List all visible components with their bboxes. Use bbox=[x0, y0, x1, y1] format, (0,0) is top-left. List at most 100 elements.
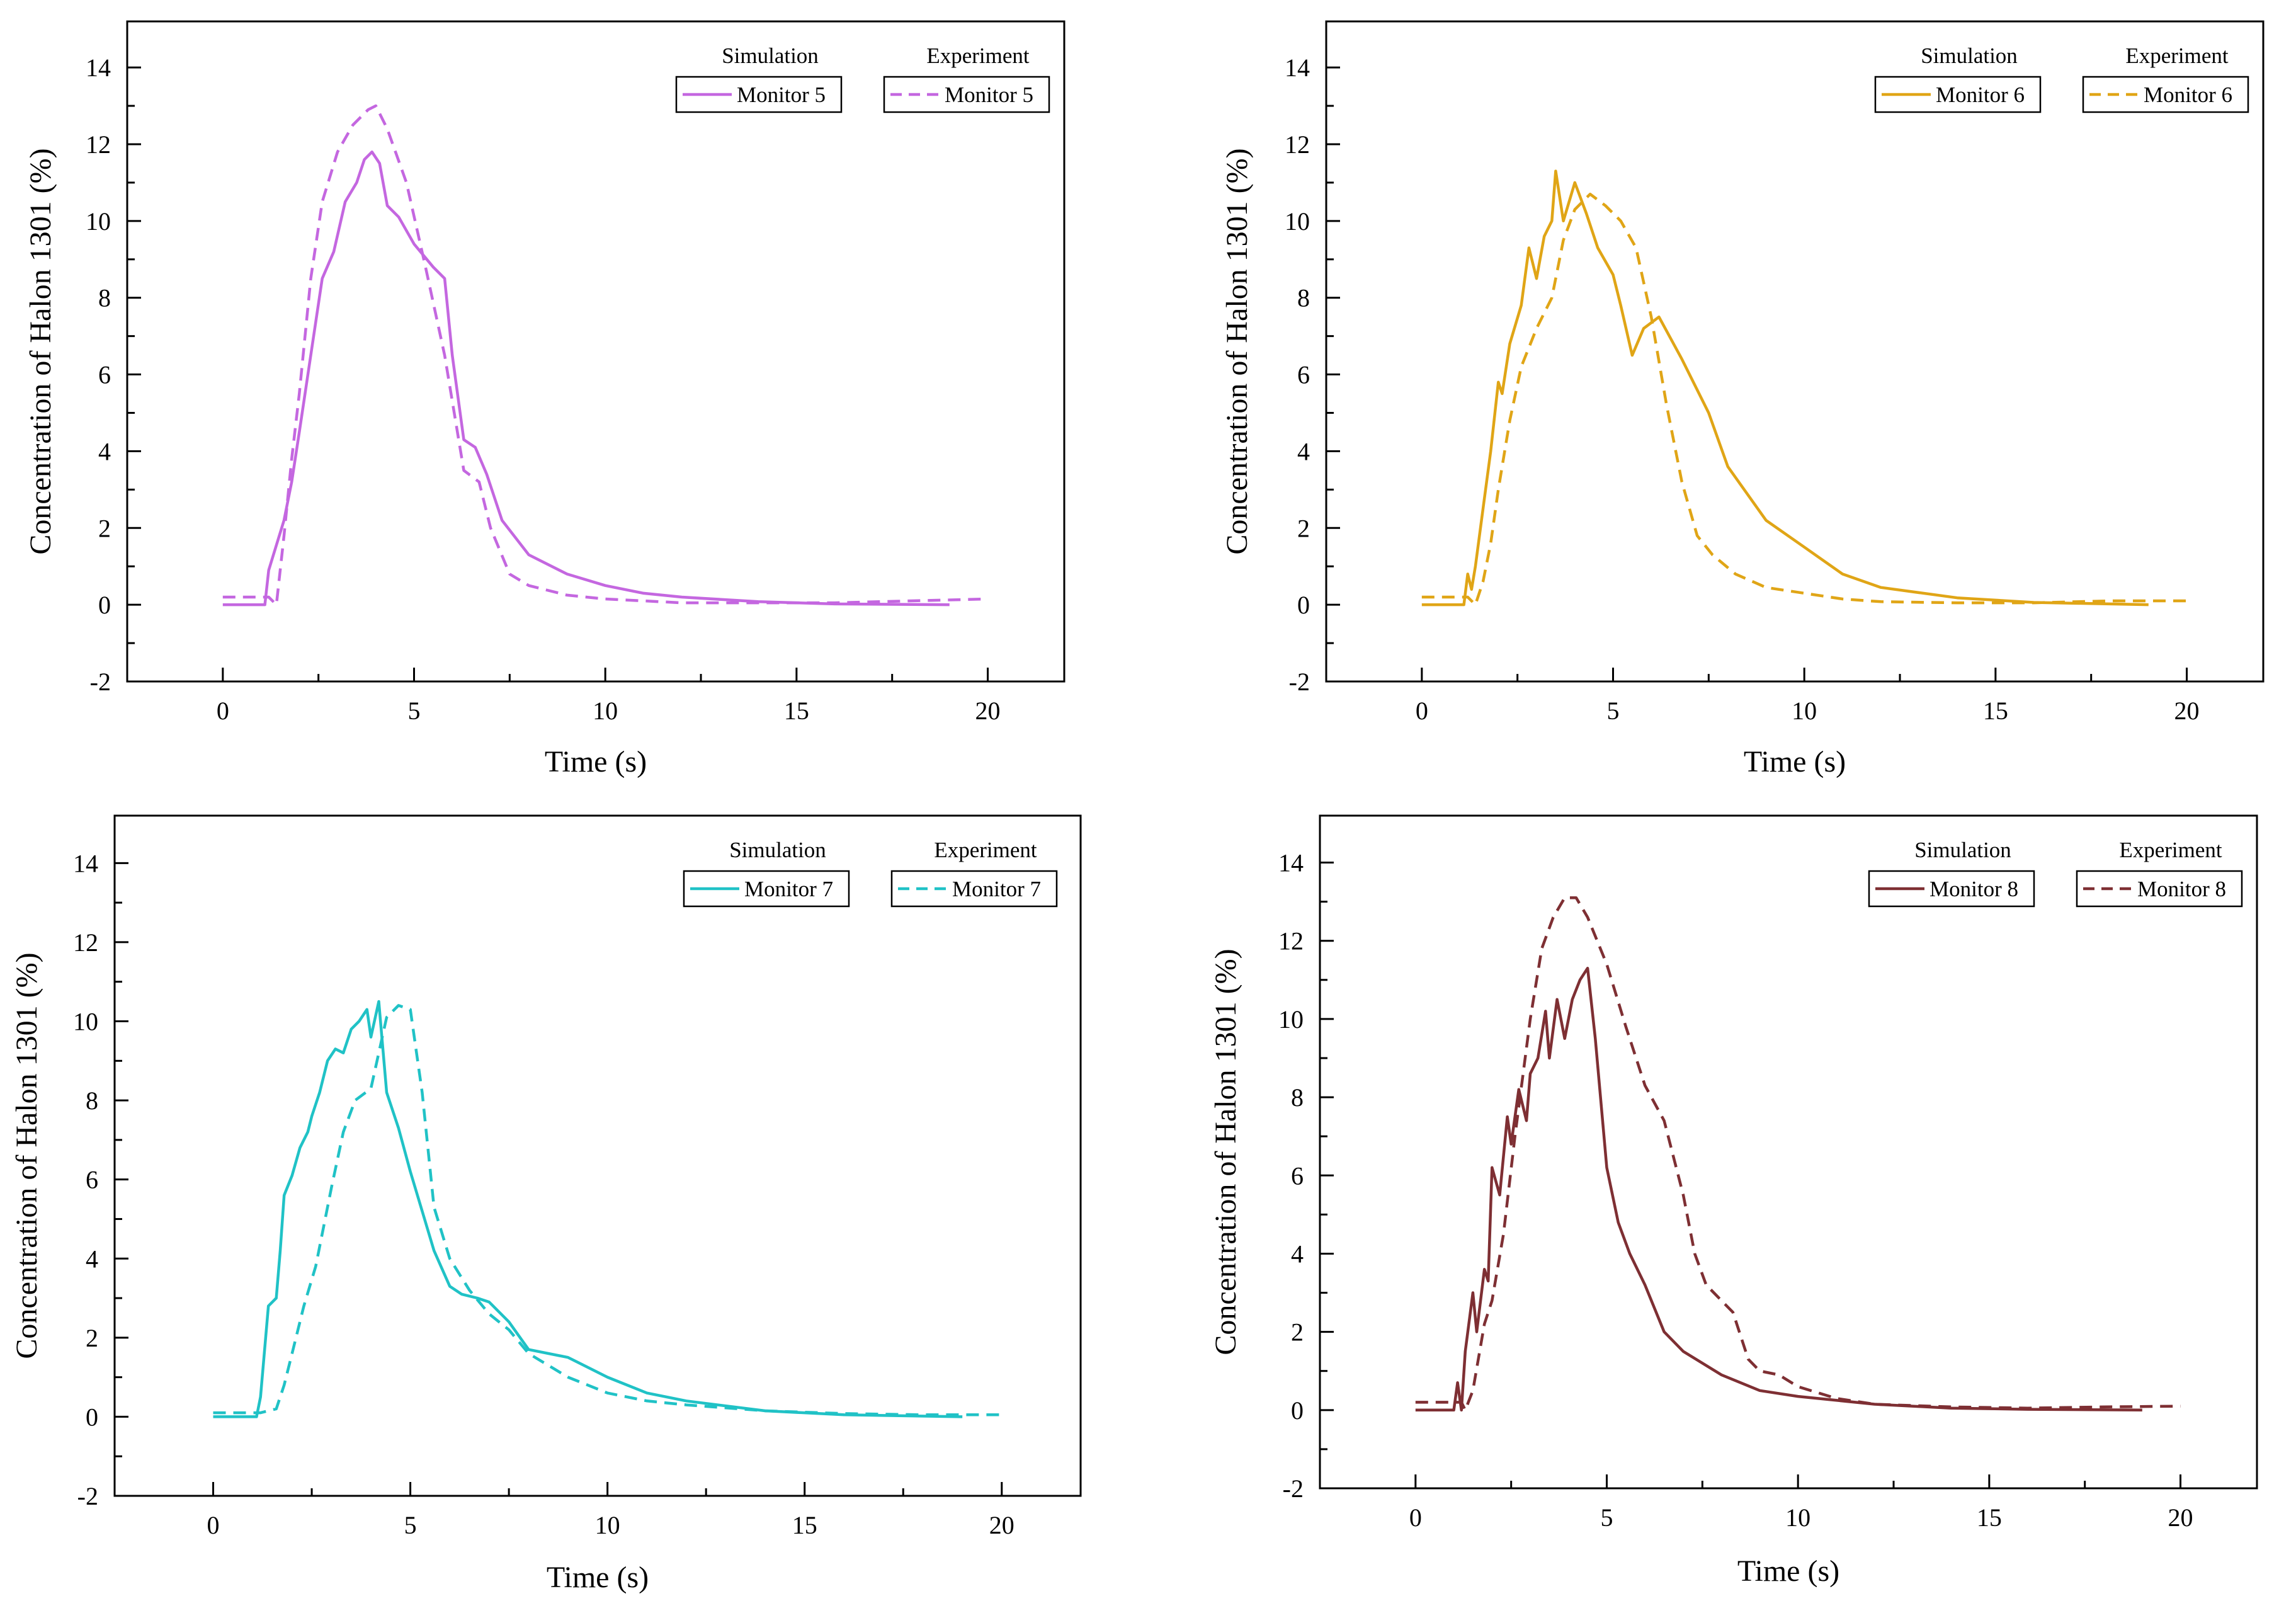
y-tick-label: -2 bbox=[1289, 668, 1310, 696]
plot-panel-2: 0 5 10 15 20 -2 0 2 4 6 8 10 12 14 Time (s) Concentrati… bbox=[1220, 20, 2265, 778]
y-tick-label: 8 bbox=[1291, 1083, 1304, 1112]
x-axis-title: Time (s) bbox=[1744, 745, 1846, 778]
legend-label: Monitor 5 bbox=[737, 83, 826, 107]
x-tick-label: 15 bbox=[784, 697, 809, 725]
y-tick-label: 4 bbox=[98, 437, 111, 465]
legend-box bbox=[883, 76, 1050, 113]
series-line-simulation-monitor-8 bbox=[1415, 966, 2142, 1412]
series-line-experiment-monitor-6 bbox=[1421, 192, 2187, 607]
series-line-simulation-monitor-5 bbox=[222, 150, 950, 607]
legend-simulation: Simulation Monitor 7 bbox=[683, 838, 850, 908]
x-tick-label: 10 bbox=[1792, 697, 1817, 725]
legend-header: Experiment bbox=[934, 838, 1037, 862]
plot-frame bbox=[1319, 814, 2258, 1490]
x-axis-title: Time (s) bbox=[545, 745, 647, 778]
x-tick-label: 20 bbox=[975, 697, 1001, 725]
y-tick-label: 12 bbox=[73, 928, 98, 957]
y-tick-label: 10 bbox=[1278, 1005, 1304, 1034]
x-tick-label: 0 bbox=[1409, 1503, 1422, 1532]
x-tick-label: 10 bbox=[593, 697, 618, 725]
plot-panel-4: 0 5 10 15 20 -2 0 2 4 6 8 10 12 14 Time (s) Concentrati… bbox=[1209, 814, 2258, 1588]
legend-simulation: Simulation Monitor 8 bbox=[1868, 838, 2035, 908]
legend-label: Monitor 5 bbox=[945, 83, 1033, 107]
legend-experiment: Experiment Monitor 7 bbox=[890, 838, 1058, 908]
y-tick-label: 4 bbox=[1297, 437, 1310, 465]
y-tick-label: 10 bbox=[1285, 207, 1310, 236]
y-tick-label: 12 bbox=[86, 130, 111, 159]
plot-panel-3: 0 5 10 15 20 -2 0 2 4 6 8 10 12 14 Time (s) Concentrati… bbox=[10, 814, 1082, 1594]
legend-label: Monitor 8 bbox=[2137, 877, 2226, 901]
legend-header: Simulation bbox=[1921, 43, 2018, 68]
legend-experiment: Experiment Monitor 8 bbox=[2076, 838, 2243, 908]
plot-frame bbox=[113, 814, 1082, 1497]
y-tick-label: 14 bbox=[73, 849, 98, 877]
x-tick-label: 0 bbox=[217, 697, 229, 725]
legend-header: Experiment bbox=[926, 43, 1030, 68]
y-axis-title: Concentration of Halon 1301 (%) bbox=[1220, 148, 1254, 554]
y-tick-label: 8 bbox=[1297, 284, 1310, 312]
plot-frame bbox=[1325, 20, 2265, 683]
x-tick-label: 20 bbox=[2174, 697, 2200, 725]
legend-header: Simulation bbox=[722, 43, 819, 68]
y-tick-label: 0 bbox=[86, 1403, 98, 1431]
y-tick-label: 2 bbox=[1297, 514, 1310, 542]
x-tick-label: 5 bbox=[408, 697, 421, 725]
y-tick-label: 8 bbox=[86, 1086, 98, 1115]
legend-simulation: Simulation Monitor 6 bbox=[1874, 43, 2042, 113]
plot-frame bbox=[126, 20, 1066, 683]
x-tick-label: 0 bbox=[1416, 697, 1428, 725]
legend-label: Monitor 8 bbox=[1929, 877, 2018, 901]
legend-experiment: Experiment Monitor 5 bbox=[883, 43, 1050, 113]
legend-label: Monitor 6 bbox=[1936, 83, 2025, 107]
legend-label: Monitor 6 bbox=[2144, 83, 2232, 107]
legend-header: Experiment bbox=[2119, 838, 2222, 862]
legend-header: Simulation bbox=[1914, 838, 2011, 862]
y-axis-title: Concentration of Halon 1301 (%) bbox=[24, 148, 57, 554]
x-tick-label: 5 bbox=[1607, 697, 1620, 725]
legend-label: Monitor 7 bbox=[744, 877, 833, 901]
x-tick-label: 20 bbox=[2168, 1503, 2193, 1532]
y-tick-label: -2 bbox=[90, 668, 111, 696]
y-tick-label: 10 bbox=[86, 207, 111, 236]
legend-label: Monitor 7 bbox=[952, 877, 1041, 901]
x-tick-label: 10 bbox=[1785, 1503, 1810, 1532]
y-tick-label: -2 bbox=[77, 1482, 98, 1510]
y-tick-label: 6 bbox=[86, 1166, 98, 1194]
x-tick-label: 20 bbox=[989, 1511, 1014, 1539]
y-tick-label: 0 bbox=[98, 591, 111, 619]
series-line-simulation-monitor-7 bbox=[213, 1000, 963, 1418]
x-tick-label: 15 bbox=[792, 1511, 817, 1539]
legend-header: Experiment bbox=[2125, 43, 2229, 68]
series-line-experiment-monitor-8 bbox=[1415, 896, 2181, 1412]
x-tick-label: 5 bbox=[404, 1511, 417, 1539]
y-tick-label: 6 bbox=[98, 361, 111, 389]
series-line-experiment-monitor-7 bbox=[213, 1004, 1002, 1416]
series-line-experiment-monitor-5 bbox=[222, 104, 988, 607]
x-tick-label: 0 bbox=[207, 1511, 220, 1539]
y-tick-label: 12 bbox=[1285, 130, 1310, 159]
x-tick-label: 10 bbox=[595, 1511, 620, 1539]
y-tick-label: 6 bbox=[1297, 361, 1310, 389]
x-tick-label: 5 bbox=[1601, 1503, 1613, 1532]
legend-header: Simulation bbox=[729, 838, 826, 862]
y-tick-label: 12 bbox=[1278, 927, 1304, 955]
y-tick-label: 14 bbox=[86, 54, 111, 82]
y-tick-label: 8 bbox=[98, 284, 111, 312]
plot-panel-1: 0 5 10 15 20 -2 0 2 4 6 8 10 12 14 Time (s) Concentrati… bbox=[24, 20, 1066, 778]
y-tick-label: 10 bbox=[73, 1008, 98, 1036]
y-tick-label: 0 bbox=[1291, 1396, 1304, 1425]
legend-simulation: Simulation Monitor 5 bbox=[675, 43, 843, 113]
y-tick-label: 2 bbox=[1291, 1318, 1304, 1347]
x-axis-title: Time (s) bbox=[1737, 1554, 1839, 1588]
y-tick-label: 14 bbox=[1285, 54, 1310, 82]
y-axis-title: Concentration of Halon 1301 (%) bbox=[10, 952, 43, 1359]
y-tick-label: 2 bbox=[98, 514, 111, 542]
y-tick-label: 14 bbox=[1278, 849, 1304, 877]
legend-experiment: Experiment Monitor 6 bbox=[2082, 43, 2249, 113]
y-tick-label: -2 bbox=[1283, 1474, 1304, 1503]
y-tick-label: 4 bbox=[86, 1245, 98, 1273]
x-tick-label: 15 bbox=[1977, 1503, 2002, 1532]
y-tick-label: 0 bbox=[1297, 591, 1310, 619]
y-tick-label: 4 bbox=[1291, 1240, 1304, 1268]
